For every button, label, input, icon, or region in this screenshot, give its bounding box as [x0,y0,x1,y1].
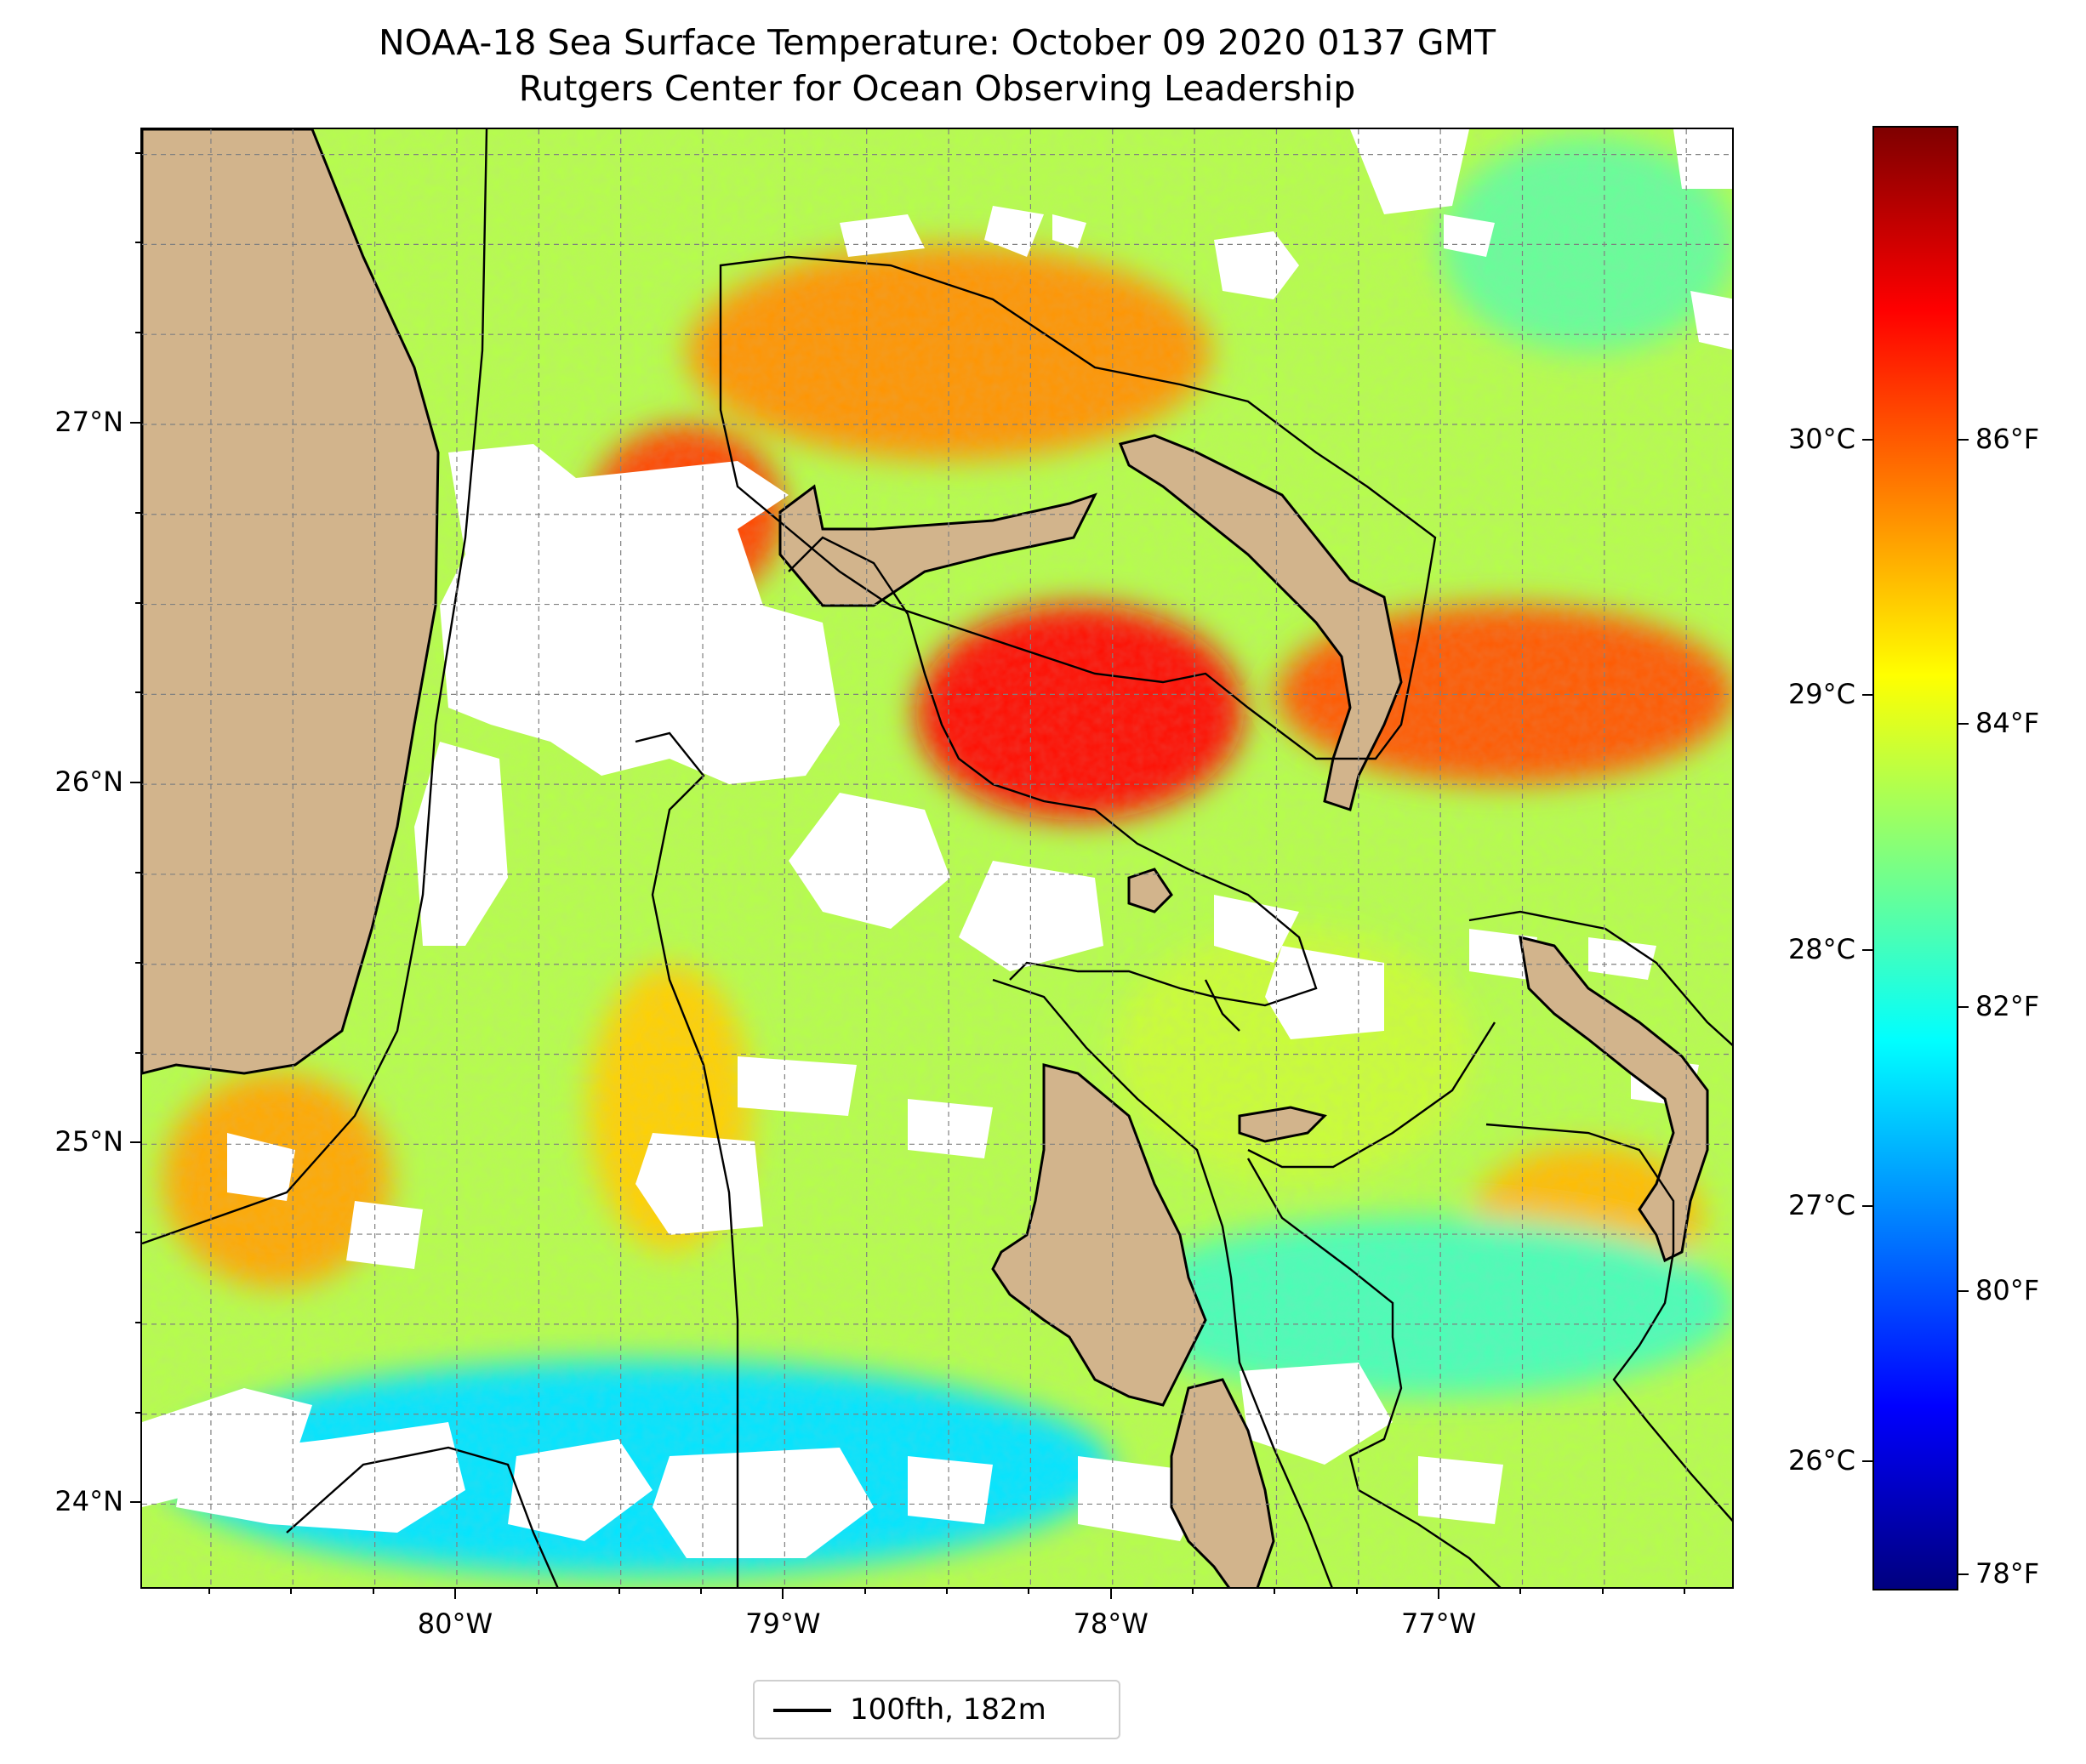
fahrenheit-tick-label: 78°F [1975,1557,2040,1590]
new-providence [1238,1106,1327,1143]
lon-minor-tick [208,1589,210,1594]
lon-major-tick [1438,1589,1440,1599]
map-panel[interactable] [140,128,1734,1589]
lat-minor-tick [135,1232,140,1234]
lat-tick-label: 25°N [54,1125,123,1158]
lat-major-tick [130,421,140,424]
lon-minor-tick [290,1589,293,1594]
andros-south [1170,1378,1275,1587]
lon-tick-label: 77°W [1400,1608,1477,1640]
lat-major-tick [130,782,140,784]
celsius-tick-label: 30°C [1787,422,1855,455]
lon-minor-tick [1684,1589,1686,1594]
lon-minor-tick [700,1589,703,1594]
chart-title: NOAA-18 Sea Surface Temperature: October… [378,22,1496,63]
lat-minor-tick [135,1321,140,1323]
lat-minor-tick [135,511,140,514]
celsius-tick [1862,1460,1872,1462]
lon-minor-tick [1028,1589,1030,1594]
andros-north [991,1063,1207,1407]
legend-isobath-swatch [773,1709,831,1712]
legend: 100fth, 182m [753,1680,1120,1739]
lat-minor-tick [135,332,140,334]
lat-major-tick [130,1141,140,1144]
lat-tick-label: 24°N [54,1485,123,1518]
celsius-tick-label: 28°C [1787,933,1855,966]
lon-major-tick [1109,1589,1112,1599]
lon-major-tick [782,1589,784,1599]
fahrenheit-tick-label: 82°F [1975,990,2040,1023]
lon-major-tick [453,1589,456,1599]
fahrenheit-tick-label: 86°F [1975,422,2040,455]
celsius-tick [1862,694,1872,697]
land-masses [142,129,1709,1587]
celsius-tick-label: 29°C [1787,678,1855,711]
lat-minor-tick [135,871,140,873]
lon-minor-tick [618,1589,620,1594]
lon-minor-tick [1519,1589,1522,1594]
legend-isobath-label: 100fth, 182m [850,1693,1046,1727]
lon-minor-tick [536,1589,539,1594]
lon-minor-tick [1355,1589,1358,1594]
lon-minor-tick [1601,1589,1604,1594]
lat-tick-label: 26°N [54,765,123,799]
lat-minor-tick [135,151,140,154]
lon-minor-tick [372,1589,374,1594]
lat-major-tick [130,1501,140,1504]
fahrenheit-tick [1958,438,1969,441]
celsius-tick [1862,1204,1872,1207]
great-abaco [1118,434,1403,811]
lon-tick-label: 80°W [417,1608,493,1640]
lon-minor-tick [946,1589,949,1594]
lon-minor-tick [1274,1589,1276,1594]
sst-map [142,129,1732,1587]
fahrenheit-tick [1958,1289,1969,1292]
isobath-100fth [142,129,1732,1587]
fahrenheit-tick [1958,1573,1969,1576]
eleuthera [1519,935,1709,1263]
lat-minor-tick [135,601,140,604]
lat-minor-tick [135,1051,140,1054]
fahrenheit-tick [1958,722,1969,725]
colorbar [1872,126,1958,1590]
celsius-tick [1862,438,1872,441]
celsius-tick [1862,949,1872,952]
chart-subtitle: Rutgers Center for Ocean Observing Leade… [518,68,1356,109]
lon-minor-tick [1192,1589,1194,1594]
lat-minor-tick [135,242,140,244]
fahrenheit-tick [1958,1006,1969,1009]
lat-minor-tick [135,1411,140,1414]
lon-minor-tick [863,1589,866,1594]
celsius-tick-label: 27°C [1787,1188,1855,1221]
florida-mainland [142,129,440,1075]
lat-minor-tick [135,691,140,694]
lat-minor-tick [135,961,140,964]
fahrenheit-tick-label: 80°F [1975,1273,2040,1306]
lat-tick-label: 27°N [54,405,123,438]
gridlines [142,129,1732,1587]
lon-tick-label: 78°W [1073,1608,1148,1640]
berry-islands [1127,868,1173,913]
celsius-tick-label: 26°C [1787,1443,1855,1477]
grand-bahama [778,484,1097,607]
fahrenheit-tick-label: 84°F [1975,706,2040,739]
lon-tick-label: 79°W [745,1608,821,1640]
